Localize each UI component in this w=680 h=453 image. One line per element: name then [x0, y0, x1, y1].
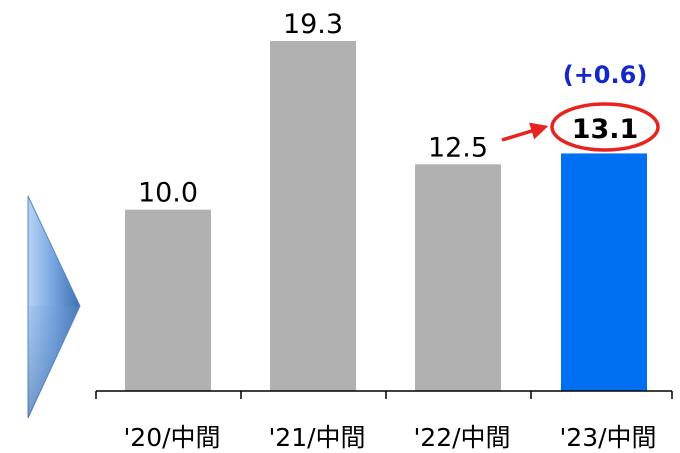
category-label: '23/中間 — [559, 423, 656, 452]
category-label: '20/中間 — [123, 423, 220, 452]
data-label: 13.1 — [572, 114, 639, 145]
category-label: '21/中間 — [268, 423, 365, 452]
highlight-ellipse — [550, 102, 660, 152]
data-label: 19.3 — [283, 9, 343, 40]
labels-layer: '20/中間 '21/中間 '22/中間 '23/中間 10.0 19.3 12.5 13.1 — [123, 9, 656, 452]
bar-2 — [270, 41, 356, 391]
data-label: 12.5 — [428, 132, 488, 163]
x-axis — [95, 390, 673, 399]
triangle-arrow-icon — [27, 195, 81, 419]
bar-3 — [415, 164, 501, 391]
category-label: '22/中間 — [413, 423, 510, 452]
data-label: 10.0 — [138, 178, 198, 209]
arrow-icon — [501, 122, 549, 142]
bars-layer — [125, 41, 647, 391]
highlight-annotation: (+0.6) — [501, 61, 660, 152]
bar-1 — [125, 209, 211, 391]
bar-4 — [561, 153, 647, 391]
change-annotation: (+0.6) — [563, 61, 648, 89]
